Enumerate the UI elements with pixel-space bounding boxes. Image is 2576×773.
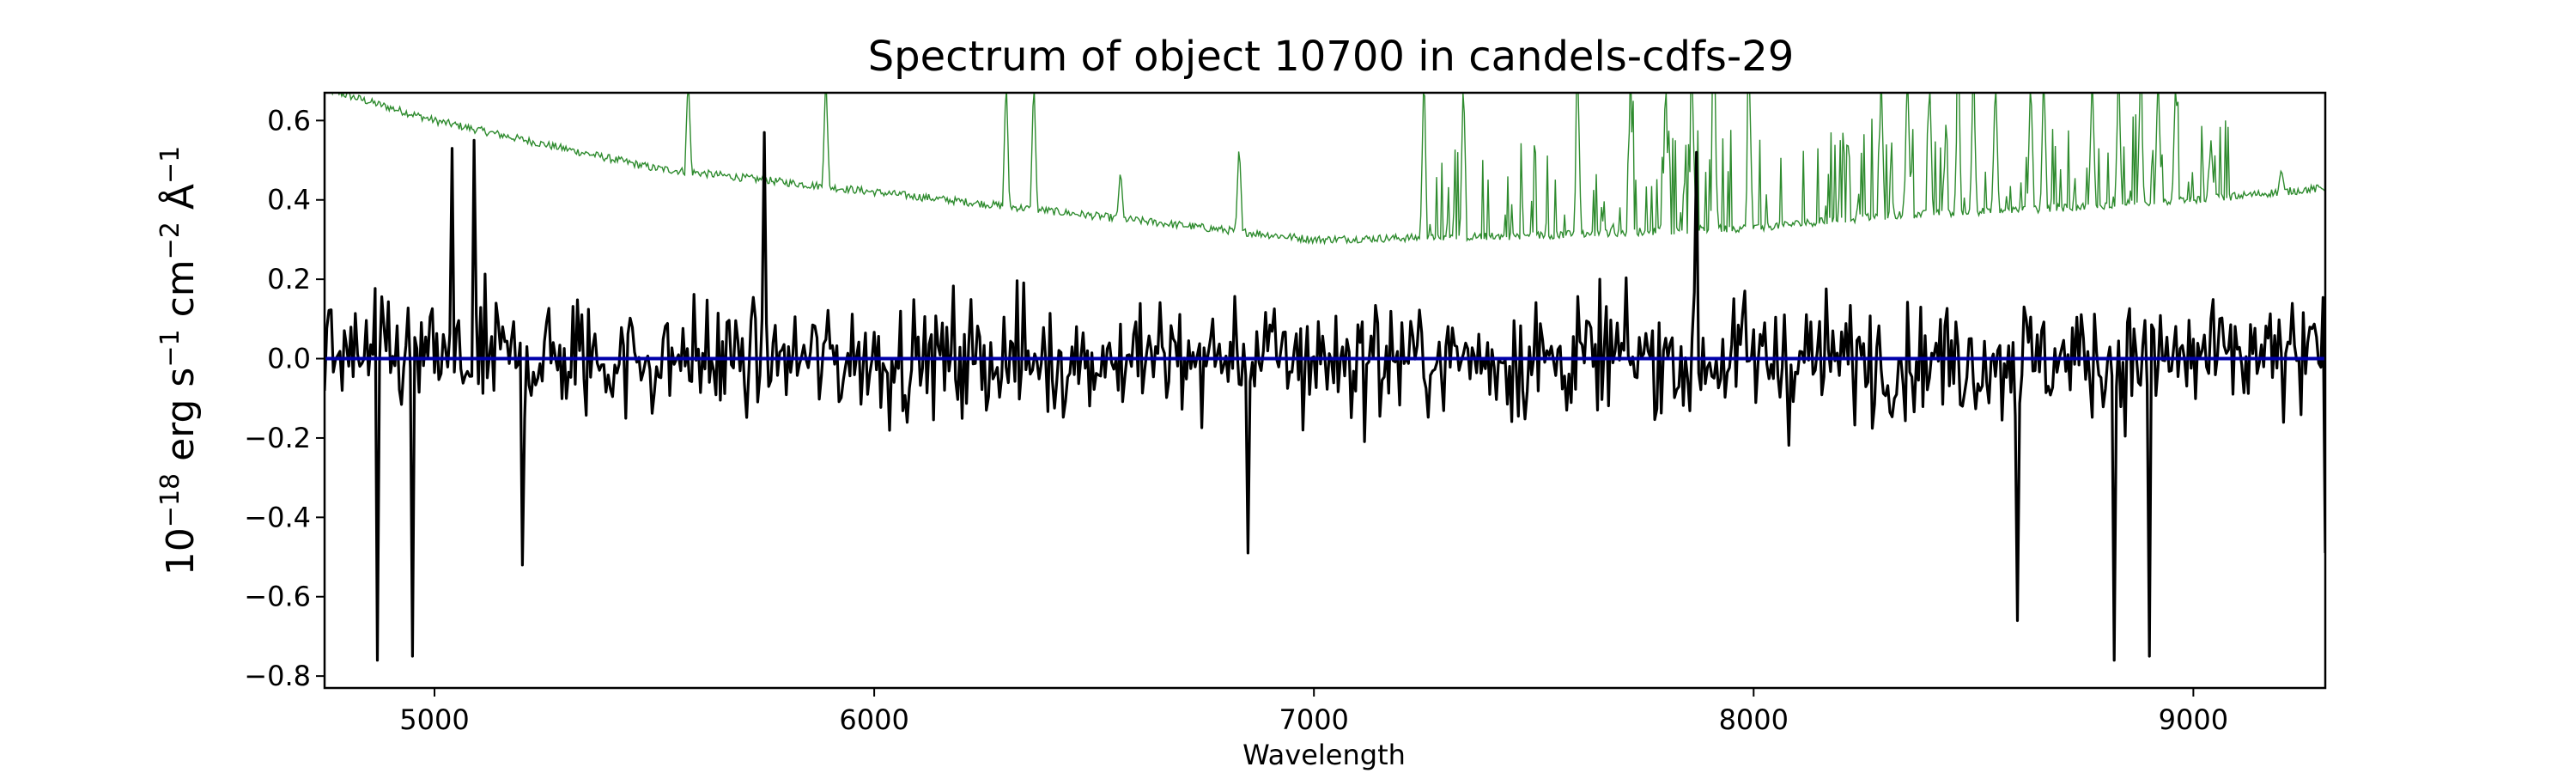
y-axis: 0.6 0.4 0.2 0.0 −0.2 −0.4 −0.6 −0.8 bbox=[244, 104, 325, 692]
plot-area bbox=[325, 93, 2325, 662]
y-axis-label: 10−18 erg s−1 cm−2 Å−1 bbox=[155, 146, 204, 575]
x-tick-label: 6000 bbox=[839, 703, 908, 736]
x-tick-label: 7000 bbox=[1279, 703, 1348, 736]
y-tick-label: −0.6 bbox=[244, 581, 311, 613]
flux-spectrum-line bbox=[325, 131, 2325, 662]
plot-frame bbox=[323, 91, 2327, 690]
x-tick-label: 5000 bbox=[399, 703, 469, 736]
chart-title: Spectrum of object 10700 in candels-cdfs… bbox=[868, 33, 1795, 81]
x-axis: 5000 6000 7000 8000 9000 bbox=[399, 688, 2228, 736]
x-tick-label: 8000 bbox=[1719, 703, 1789, 736]
y-tick-label: −0.4 bbox=[244, 501, 311, 533]
y-tick-label: −0.2 bbox=[244, 422, 311, 454]
error-spectrum-line bbox=[331, 93, 2325, 246]
y-tick-label: −0.8 bbox=[244, 660, 311, 692]
y-tick-label: 0.6 bbox=[267, 104, 311, 137]
y-tick-label: 0.0 bbox=[267, 343, 311, 375]
x-tick-label: 9000 bbox=[2159, 703, 2228, 736]
y-tick-label: 0.2 bbox=[267, 263, 311, 295]
x-axis-label: Wavelength bbox=[1242, 739, 1406, 771]
y-tick-label: 0.4 bbox=[267, 184, 311, 216]
